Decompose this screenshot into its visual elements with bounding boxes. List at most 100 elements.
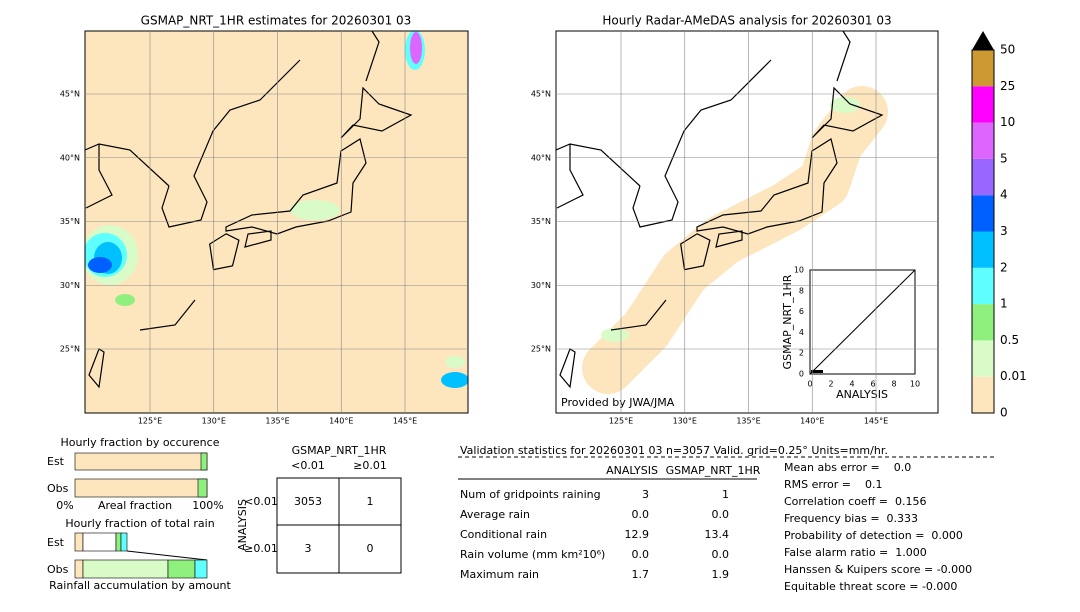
inset-y-tick: 2 [799,349,804,358]
col-title: GSMAP_NRT_1HR [292,444,387,457]
inset-x-tick: 10 [910,380,920,389]
row-label: Obs [47,563,69,576]
lat-label: 25°N [531,345,551,354]
colorbar-label: 2 [1000,260,1008,274]
score: Equitable threat score = -0.000 [784,580,957,593]
row-label: Average rain [460,508,530,521]
colorbar-label: 0 [1000,406,1008,420]
inset-x-tick: 6 [870,380,875,389]
score: Hanssen & Kuipers score = -0.000 [784,563,972,576]
colorbar-label: 0.5 [1000,333,1019,347]
colorbar-segment [972,158,994,196]
validation-header: Validation statistics for 20260301 03 n=… [460,444,888,457]
panel-title: Hourly fraction by occurence [61,436,220,449]
fraction-bar [115,532,122,552]
cell: 3 [642,488,649,501]
row-label: <0.01 [244,495,278,508]
row-label: Rain volume (mm km²10⁶) [460,548,605,561]
score: Probability of detection = 0.000 [784,529,963,542]
cell: 1.9 [712,568,730,581]
colorbar-segment [972,267,994,305]
col-label: ≥0.01 [353,459,387,472]
colorbar-segment [972,304,994,341]
colorbar-label: 10 [1000,115,1015,129]
cell: 3053 [294,495,322,508]
score: False alarm ratio = 1.000 [784,546,927,559]
cell: 0.0 [712,548,730,561]
lat-label: 45°N [531,90,551,99]
lon-label: 135°E [736,417,760,426]
colorbar-segment [972,195,994,232]
row-label: ≥0.01 [244,542,278,555]
fraction-bar [194,559,208,579]
score: RMS error = 0.1 [784,478,882,491]
col-header: GSMAP_NRT_1HR [666,464,761,477]
scores: Mean abs error = 0.0 RMS error = 0.1 Corre… [784,461,972,593]
row-label: Obs [47,482,69,495]
lat-label: 35°N [531,217,551,226]
validation-rows: Num of gridpoints raining 3 1 Average rain 0… [460,488,729,581]
lon-label: 145°E [393,417,417,426]
fraction-bar [167,559,196,579]
cell: 0.0 [712,508,730,521]
map-title: Hourly Radar-AMeDAS analysis for 2026030… [602,14,891,28]
lon-label: 140°E [800,417,824,426]
row-label: Maximum rain [460,568,539,581]
inset-x-tick: 0 [807,380,812,389]
lon-label: 125°E [609,417,633,426]
row-label: Num of gridpoints raining [460,488,601,501]
map-title: GSMAP_NRT_1HR estimates for 20260301 03 [141,14,412,28]
inset-y-tick: 4 [799,328,804,337]
lon-label: 130°E [202,417,226,426]
col-header: ANALYSIS [606,464,658,477]
fraction-bar [74,478,208,498]
lat-label: 35°N [60,217,80,226]
scatter-points [811,370,823,373]
colorbar-segment [972,376,994,413]
inset-x-tick: 8 [891,380,896,389]
lat-label: 30°N [60,281,80,290]
score: Correlation coeff = 0.156 [784,495,926,508]
colorbar-label: 0.01 [1000,369,1027,383]
fraction-bar [197,478,208,498]
right-map [556,31,938,413]
colorbar: 0 0.01 0.5 1 2 3 4 5 10 25 50 [971,43,1027,420]
cell: 0 [367,542,374,555]
lon-label: 145°E [864,417,888,426]
fraction-bar [200,452,208,471]
row-title: ANALYSIS [236,499,249,551]
inset-y-tick: 6 [799,307,804,316]
lon-label: 135°E [265,417,289,426]
credit: Provided by JWA/JMA [561,396,675,409]
axis-label: 100% [192,499,223,512]
colorbar-extend [972,31,994,50]
cell: 0.0 [632,548,650,561]
map-frame [84,30,469,414]
row-label: Est [47,455,65,468]
fraction-bar [82,559,169,579]
colorbar-label: 3 [1000,224,1008,238]
colorbar-segment [972,86,994,123]
inset-ylabel: GSMAP_NRT_1HR [781,274,794,369]
lon-label: 125°E [138,417,162,426]
colorbar-label: 5 [1000,151,1008,165]
lat-label: 45°N [60,90,80,99]
fraction-bar [120,532,128,552]
score: Mean abs error = 0.0 [784,461,911,474]
row-label: Conditional rain [460,528,547,541]
cell: 12.9 [625,528,650,541]
lat-label: 25°N [60,345,80,354]
inset-x-tick: 4 [849,380,854,389]
fraction-bar [74,532,84,552]
fraction-bar [74,559,84,579]
colorbar-label: 50 [1000,43,1015,57]
cell: 1 [722,488,729,501]
inset-y-tick: 10 [794,266,804,275]
axis-label: 0% [56,499,73,512]
panel-title: Hourly fraction of total rain [65,517,214,530]
connector [126,550,208,561]
colorbar-segment [972,122,994,159]
diagonal [809,269,916,375]
lat-label: 30°N [531,281,551,290]
